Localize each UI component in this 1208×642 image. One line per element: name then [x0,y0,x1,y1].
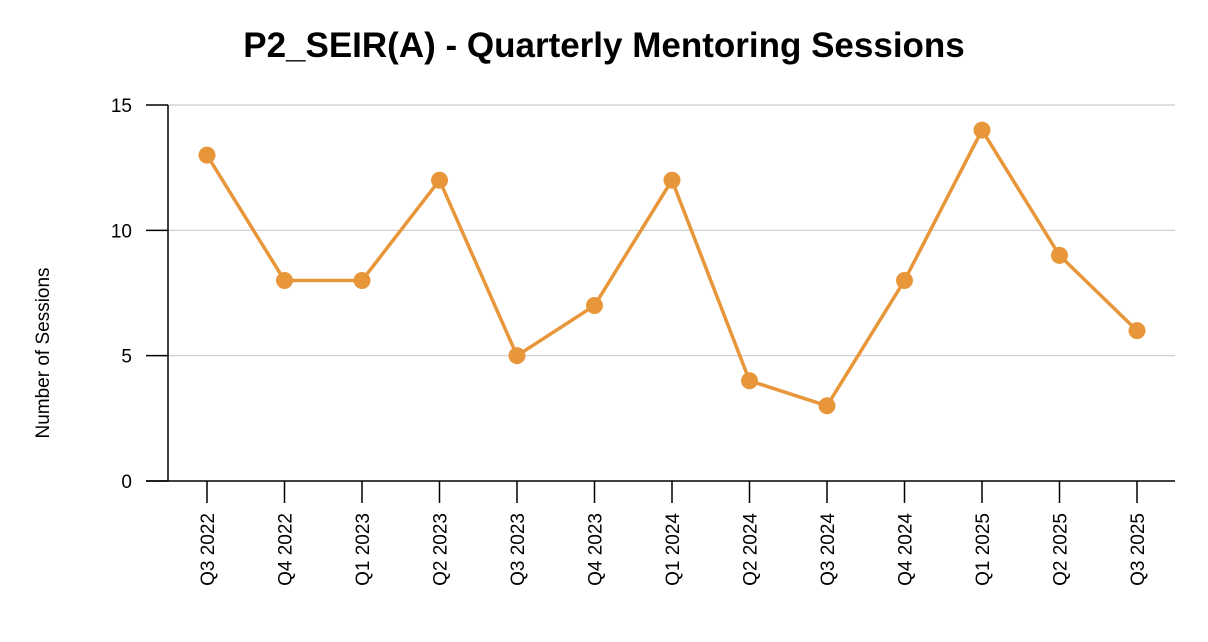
x-tick-label: Q1 2025 [973,513,994,586]
x-tick-label: Q1 2023 [353,513,374,586]
data-point [586,297,603,315]
series-line [205,128,1139,408]
x-tick-label: Q4 2023 [586,513,607,586]
y-tick-label: 10 [111,221,132,242]
data-point [896,271,913,289]
y-tick-label: 0 [121,472,132,493]
data-point [198,146,216,164]
gridlines [168,104,1175,357]
x-tick-label: Q3 2022 [198,513,219,586]
x-tick-label: Q2 2023 [431,513,452,586]
y-tick-label: 5 [121,347,132,368]
axes [146,105,1175,482]
data-point [276,271,293,289]
data-point [741,372,758,390]
data-point [973,121,991,139]
data-point [1128,322,1146,340]
data-point [818,397,836,415]
x-tick-label: Q2 2025 [1051,513,1072,586]
series [198,121,1146,415]
x-tick-label: Q4 2024 [896,513,917,586]
data-point [1051,246,1068,264]
chart-title: P2_SEIR(A) - Quarterly Mentoring Session… [243,26,965,65]
y-axis-title: Number of Sessions [33,267,54,438]
x-ticks: Q3 2022 Q4 2022 Q1 2023 Q2 2023 Q3 2023 Q4 20… [198,481,1149,586]
y-ticks: 0 5 10 15 [111,96,168,493]
x-tick-label: Q3 2024 [818,513,839,586]
x-tick-label: Q3 2023 [508,513,529,586]
x-tick-label: Q1 2024 [663,513,684,586]
y-tick-label: 15 [111,96,132,117]
data-point [431,171,448,189]
x-tick-label: Q2 2024 [741,513,762,586]
data-point [353,271,371,289]
x-tick-label: Q4 2022 [276,513,297,586]
x-tick-label: Q3 2025 [1128,513,1149,586]
data-point [508,347,526,365]
data-point [663,171,681,189]
